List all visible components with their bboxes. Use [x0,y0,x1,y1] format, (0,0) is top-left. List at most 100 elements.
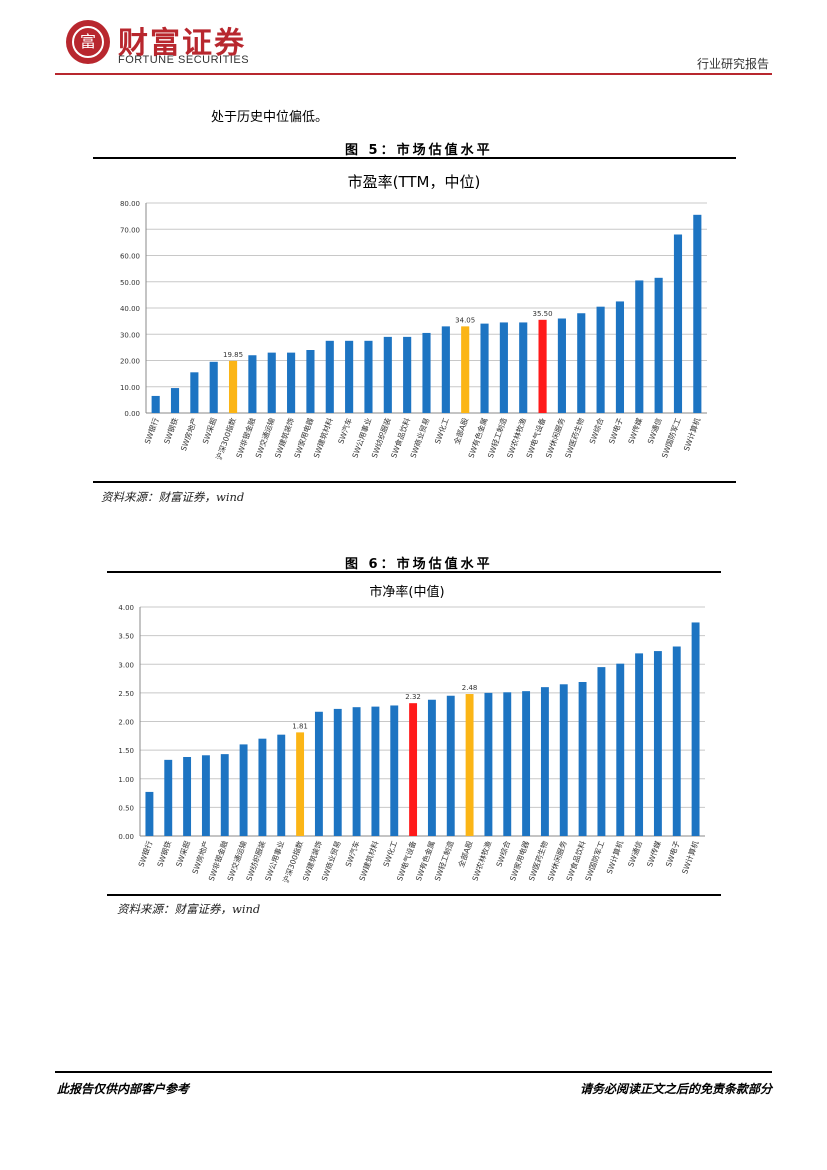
bar-全部A股 [461,326,470,413]
data-label: 35.50 [533,310,553,318]
data-label: 1.81 [292,722,308,730]
y-tick-label: 3.00 [118,661,134,669]
bar-SW家用电器 [522,691,531,836]
bar-SW医药生物 [577,313,586,413]
footer-divider [55,1071,772,1073]
footer-disclaimer-right: 请务必阅读正文之后的免责条款部分 [579,1082,772,1096]
x-tick-label: SW房地产 [190,839,211,875]
x-tick-label: SW农林牧渔 [504,416,528,460]
bar-SW休闲服务 [557,318,566,413]
bar-SW公用事业 [277,734,286,836]
x-tick-label: SW医药生物 [562,416,586,460]
x-tick-label: SW休闲服务 [543,416,567,460]
bar-SW建筑装饰 [287,352,296,413]
bar-SW化工 [390,705,399,836]
x-tick-label: SW有色金属 [466,416,490,459]
x-tick-label: SW电子 [663,839,682,868]
x-tick-label: SW综合 [587,416,606,445]
bar-SW食品饮料 [403,336,412,413]
x-tick-label: SW钢铁 [154,839,173,868]
x-tick-label: SW电气设备 [524,416,548,460]
x-tick-label: SW综合 [493,839,512,868]
bar-SW房地产 [201,755,210,836]
bar-SW建筑装饰 [314,711,323,836]
header-divider [55,73,772,75]
y-tick-label: 20.00 [120,358,140,366]
bar-SW化工 [441,326,450,413]
bar-SW计算机 [616,663,625,836]
x-tick-label: SW电子 [606,416,625,445]
figure5-caption: 图 5：市场估值水平 [345,143,493,158]
data-label: 19.85 [223,351,243,359]
y-tick-label: 40.00 [120,305,140,313]
bar-SW农林牧渔 [484,692,493,836]
bar-SW纺织服装 [383,336,392,413]
bar-SW食品饮料 [578,681,587,836]
bar-SW有色金属 [480,323,489,413]
x-tick-label: SW交通运输 [253,416,277,460]
logo-mark: 富 [72,26,104,58]
y-tick-label: 10.00 [120,384,140,392]
y-tick-label: 1.50 [118,747,134,755]
y-tick-label: 70.00 [120,226,140,234]
x-tick-label: 全部A股 [451,416,470,446]
x-tick-label: SW汽车 [343,839,362,868]
bar-SW建筑材料 [371,706,380,836]
bar-SW有色金属 [427,699,436,836]
bar-SW电气设备 [409,703,418,836]
x-tick-label: SW家用电器 [291,416,315,460]
x-tick-label: SW公用事业 [350,416,374,460]
figure5-source: 资料来源：财富证券，wind [101,490,245,504]
x-tick-label: SW非银金融 [233,416,257,460]
y-tick-label: 60.00 [120,253,140,261]
bar-SW钢铁 [170,388,180,413]
y-tick-label: 0.00 [124,410,140,418]
x-tick-label: SW轻工制造 [485,416,509,460]
x-tick-label: 全部A股 [456,839,475,869]
x-tick-label: SW传媒 [625,416,644,445]
figure6-source: 资料来源：财富证券，wind [117,902,261,916]
x-tick-label: SW商业贸易 [408,416,432,459]
x-tick-label: SW建筑装饰 [272,416,296,460]
bar-SW医药生物 [540,687,549,836]
bar-SW农林牧渔 [519,322,528,413]
chart-title: 市盈率(TTM，中位) [348,173,481,191]
bar-SW银行 [151,395,160,413]
x-tick-label: SW采掘 [200,416,219,445]
x-tick-label: SW食品饮料 [388,416,412,460]
bar-SW汽车 [352,707,361,836]
bar-SW纺织服装 [258,738,267,836]
pb-ratio-chart: 市净率(中值) 0.00 0.50 1.00 1.50 2.00 2.50 3.00 3.50 4… [118,584,705,884]
bar-SW传媒 [635,280,644,413]
bar-SW商业贸易 [333,708,342,836]
y-tick-label: 0.00 [118,833,134,841]
bar-SW交通运输 [239,744,248,836]
bar-SW建筑材料 [325,340,334,413]
bar-SW轻工制造 [499,322,508,413]
bar-SW家用电器 [306,350,315,413]
bar-SW房地产 [190,372,199,413]
figure6-top-rule [107,571,721,573]
data-label: 2.48 [462,684,478,692]
x-tick-label: SW汽车 [335,416,354,445]
x-tick-label: SW钢铁 [161,416,180,445]
figure6-bottom-rule [107,894,721,896]
y-tick-label: 30.00 [120,331,140,339]
brand-name-cn: 财富证券 [118,26,246,61]
x-tick-label: SW通信 [625,839,644,868]
bar-SW汽车 [345,340,354,413]
bar-SW通信 [635,653,644,836]
bar-沪深300指数 [296,732,305,836]
bar-SW国防军工 [673,234,683,413]
x-tick-label: SW通信 [645,416,664,445]
bar-SW电子 [615,301,625,413]
bar-SW交通运输 [267,352,276,413]
y-tick-label: 80.00 [120,200,140,208]
y-tick-label: 50.00 [120,279,140,287]
bar-SW休闲服务 [559,684,568,836]
brand-name-en: FORTUNE SECURITIES [118,54,250,66]
report-type: 行业研究报告 [696,57,769,71]
bar-SW钢铁 [164,759,173,836]
bar-SW电气设备 [538,319,547,413]
footer-disclaimer-left: 此报告仅供内部客户参考 [57,1082,190,1096]
